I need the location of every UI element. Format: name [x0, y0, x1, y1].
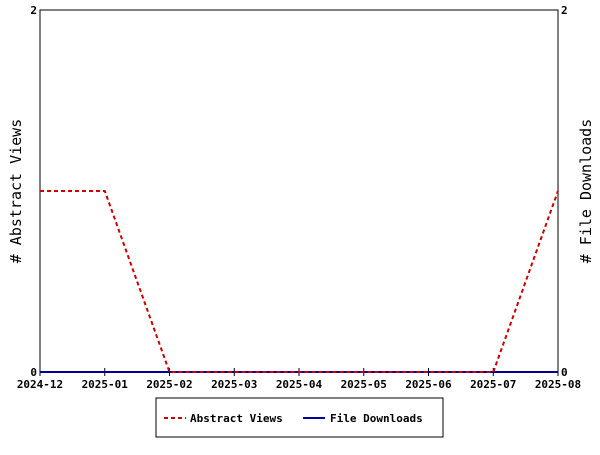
legend-label-file-downloads: File Downloads — [330, 412, 423, 425]
y-axis-label-left: # Abstract Views — [7, 119, 25, 264]
x-tick-label: 2025-03 — [211, 378, 257, 391]
x-tick-label: 2025-02 — [146, 378, 192, 391]
legend-label-abstract-views: Abstract Views — [190, 412, 283, 425]
y-tick-label-right: 0 — [561, 366, 568, 379]
plot-area — [40, 10, 558, 372]
x-tick-label: 2025-06 — [405, 378, 452, 391]
x-tick-label: 2025-01 — [82, 378, 129, 391]
y-tick-label-left: 0 — [30, 366, 37, 379]
y-axis-label-right: # File Downloads — [577, 119, 595, 264]
x-tick-label: 2025-04 — [276, 378, 323, 391]
legend: Abstract Views File Downloads — [156, 398, 443, 437]
y-tick-label-right: 2 — [561, 4, 568, 17]
y-tick-label-left: 2 — [30, 4, 37, 17]
x-tick-label: 2025-05 — [341, 378, 387, 391]
x-tick-label: 2025-08 — [535, 378, 581, 391]
x-tick-label: 2024-12 — [17, 378, 63, 391]
x-tick-label: 2025-07 — [470, 378, 516, 391]
